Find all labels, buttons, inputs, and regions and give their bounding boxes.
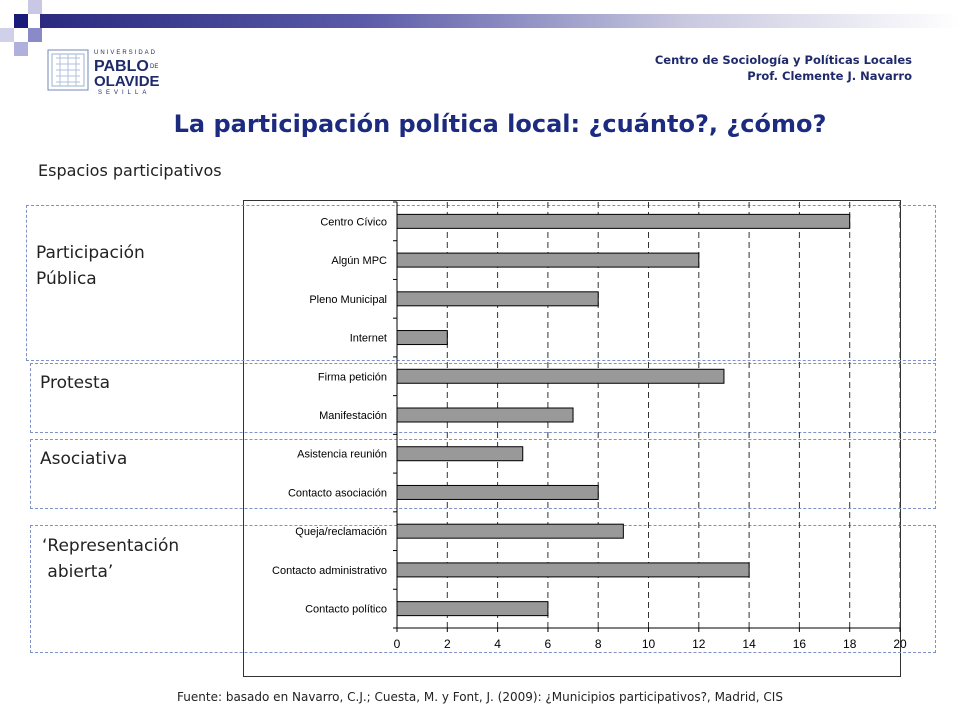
group-label-representacion-abierta: ‘Representación abierta’ [42, 533, 179, 585]
svg-text:SEVILLA: SEVILLA [98, 90, 150, 96]
svg-text:DE: DE [150, 64, 158, 70]
group-label-line: Asociativa [40, 449, 128, 469]
decor-square [28, 28, 42, 42]
slide-subtitle: Espacios participativos [38, 161, 222, 180]
source-note: Fuente: basado en Navarro, C.J.; Cuesta,… [177, 690, 783, 704]
decor-square [28, 0, 42, 14]
group-label-line: ‘Representación [42, 536, 180, 556]
group-box-asociativa [30, 439, 936, 509]
decor-square [14, 42, 28, 56]
decor-square [14, 14, 28, 28]
group-label-participacion-publica: Participación Pública [36, 240, 145, 292]
header-gradient-bar [40, 14, 960, 28]
group-label-protesta: Protesta [40, 370, 110, 396]
group-box-protesta [30, 363, 936, 433]
professor-name: Prof. Clemente J. Navarro [747, 69, 912, 83]
svg-text:OLAVIDE: OLAVIDE [94, 73, 160, 90]
slide-title: La participación política local: ¿cuánto… [173, 110, 827, 138]
group-label-line: Protesta [40, 373, 111, 393]
group-label-line: Pública [36, 269, 97, 289]
decor-square [0, 28, 14, 42]
svg-text:UNIVERSIDAD: UNIVERSIDAD [94, 50, 157, 56]
university-logo: UNIVERSIDAD PABLO DE OLAVIDE SEVILLA [46, 44, 176, 96]
chart-frame [243, 200, 901, 677]
group-box-participacion-publica [26, 205, 936, 361]
centre-name: Centro de Sociología y Políticas Locales [654, 53, 912, 67]
group-label-asociativa: Asociativa [40, 446, 127, 472]
svg-text:PABLO: PABLO [94, 58, 149, 75]
group-label-line: Participación [36, 243, 145, 263]
centre-info: Centro de Sociología y Políticas Locales… [655, 52, 912, 84]
group-label-line: abierta’ [42, 562, 114, 582]
